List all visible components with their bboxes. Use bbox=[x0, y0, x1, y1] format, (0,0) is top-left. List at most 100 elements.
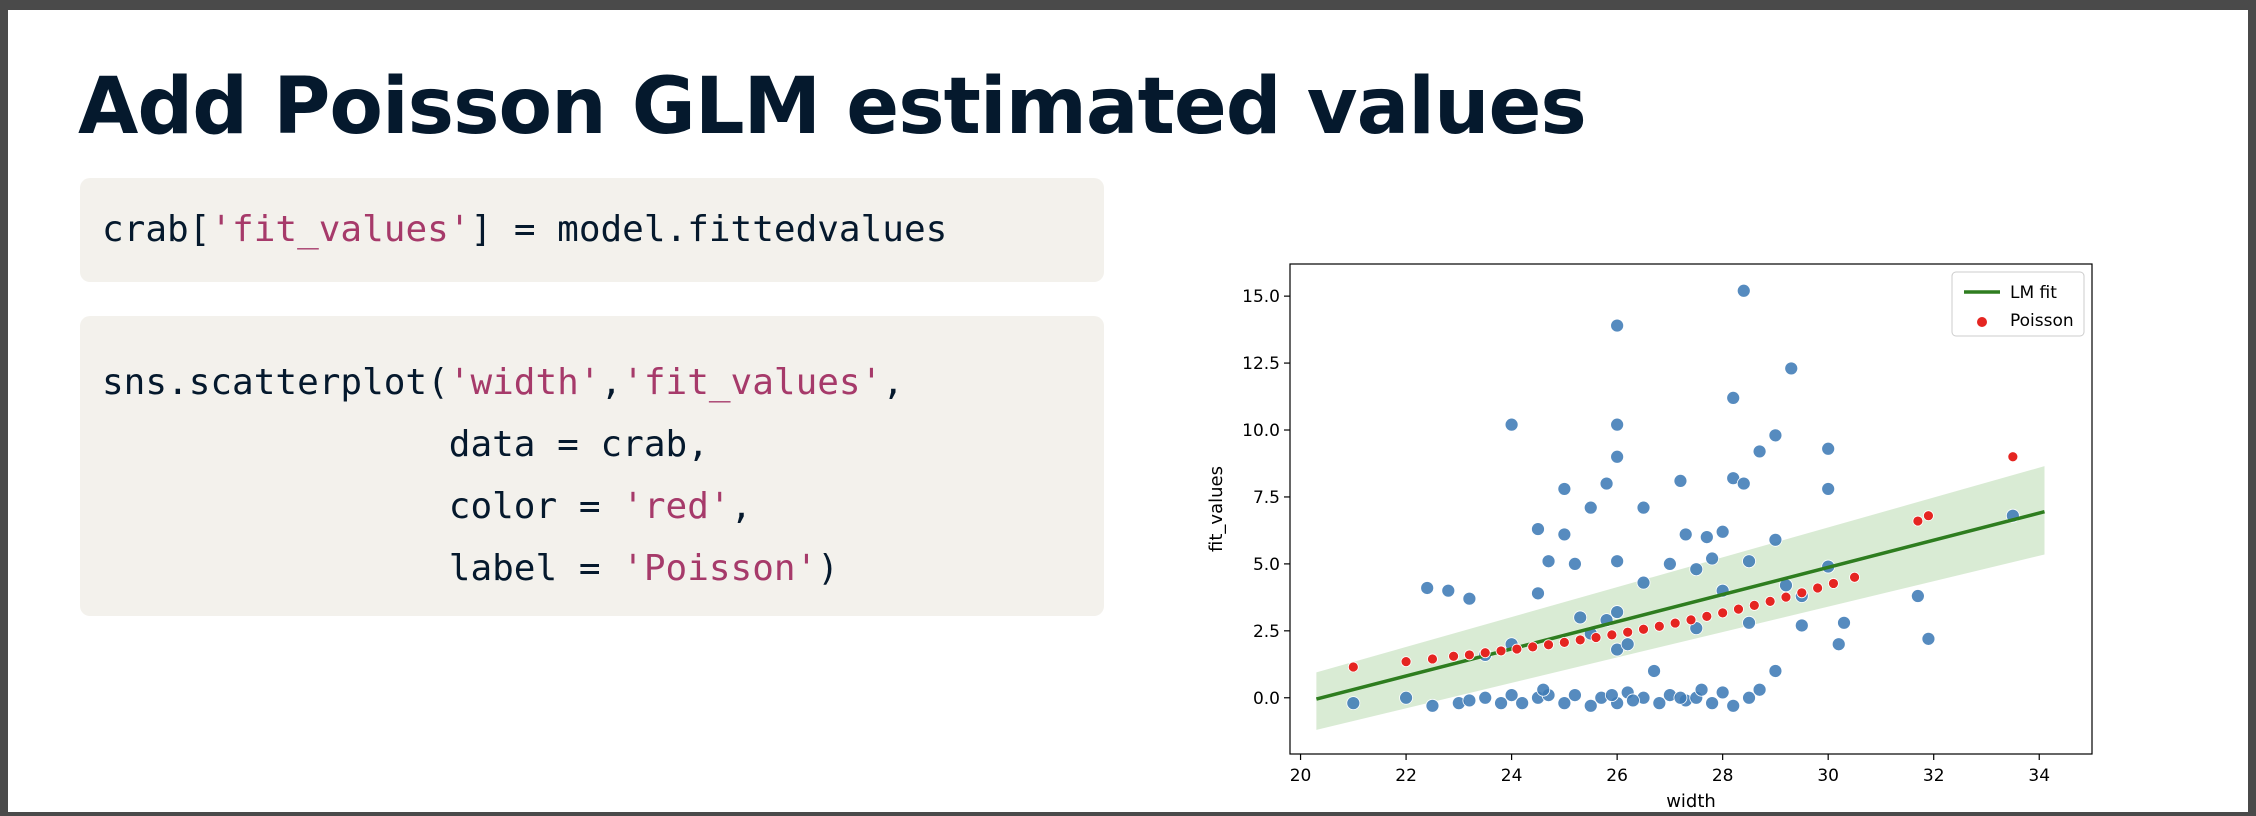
poisson-point bbox=[1511, 643, 1523, 655]
poisson-point bbox=[1653, 620, 1665, 632]
observed-point bbox=[1636, 575, 1651, 590]
y-tick-label: 15.0 bbox=[1242, 287, 1280, 307]
observed-point bbox=[1768, 664, 1783, 678]
poisson-point bbox=[1463, 649, 1475, 661]
observed-point bbox=[1742, 690, 1756, 705]
code-token: ] = model.fittedvalues bbox=[470, 209, 948, 250]
observed-point bbox=[1568, 688, 1582, 702]
y-tick-label: 5.0 bbox=[1253, 555, 1280, 575]
observed-point bbox=[1610, 318, 1625, 333]
observed-point bbox=[1742, 615, 1756, 630]
observed-point bbox=[1557, 696, 1572, 711]
x-axis-ticks: 20 22 24 26 28 30 32 34 bbox=[1290, 754, 2050, 786]
observed-point bbox=[1599, 476, 1614, 491]
chart-legend: LM fit Poisson bbox=[1951, 271, 2085, 337]
observed-point bbox=[1441, 583, 1456, 598]
observed-point bbox=[1420, 581, 1435, 595]
poisson-point bbox=[1543, 639, 1554, 651]
observed-point bbox=[1568, 556, 1582, 571]
legend-label: Poisson bbox=[2010, 311, 2074, 331]
observed-point bbox=[1794, 618, 1809, 633]
observed-point bbox=[1462, 693, 1477, 708]
y-tick-label: 2.5 bbox=[1253, 622, 1280, 642]
x-tick-label: 30 bbox=[1817, 766, 1839, 786]
x-tick-label: 22 bbox=[1395, 766, 1417, 786]
observed-point bbox=[1425, 698, 1440, 713]
observed-point bbox=[1610, 605, 1625, 619]
observed-point bbox=[1821, 482, 1836, 496]
observed-point bbox=[1673, 473, 1688, 488]
poisson-point bbox=[1812, 582, 1824, 594]
chart-container: 20 22 24 26 28 30 32 34 0.0 2.5 5.0 7.5 10.0 12.5 15.… bbox=[1186, 250, 2096, 816]
observed-point bbox=[1610, 417, 1625, 432]
observed-point bbox=[1831, 637, 1846, 652]
observed-point bbox=[1462, 591, 1477, 606]
poisson-point bbox=[1448, 650, 1459, 662]
observed-point bbox=[1673, 690, 1688, 705]
observed-point bbox=[1837, 615, 1851, 630]
code-token: , bbox=[600, 362, 623, 403]
code-line-4: label = 'Poisson') bbox=[102, 538, 1104, 600]
code-string: 'width' bbox=[448, 362, 601, 403]
lm-confidence-band bbox=[1316, 466, 2045, 730]
observed-point bbox=[1768, 428, 1783, 443]
poisson-point bbox=[1558, 636, 1570, 648]
observed-point bbox=[1689, 562, 1704, 577]
y-tick-label: 10.0 bbox=[1242, 421, 1280, 441]
poisson-point bbox=[1427, 653, 1438, 665]
observed-point bbox=[1541, 554, 1556, 569]
scatter-chart: 20 22 24 26 28 30 32 34 0.0 2.5 5.0 7.5 10.0 12.5 15.… bbox=[1206, 263, 2093, 812]
poisson-point bbox=[1701, 610, 1713, 622]
poisson-point bbox=[1574, 634, 1586, 646]
code-string: 'red' bbox=[622, 486, 731, 527]
poisson-point bbox=[1347, 661, 1359, 673]
observed-point bbox=[1742, 554, 1756, 569]
code-token: label = bbox=[102, 548, 623, 589]
poisson-point bbox=[1717, 607, 1729, 619]
x-tick-label: 34 bbox=[2028, 766, 2050, 786]
code-token: , bbox=[882, 362, 904, 403]
x-tick-label: 28 bbox=[1712, 766, 1734, 786]
observed-point bbox=[1784, 361, 1799, 376]
code-block-scatterplot: sns.scatterplot('width','fit_values', da… bbox=[80, 316, 1104, 616]
code-string: 'Poisson' bbox=[622, 548, 818, 589]
observed-point bbox=[1715, 685, 1730, 700]
y-tick-label: 0.0 bbox=[1253, 689, 1280, 709]
observed-point bbox=[1620, 637, 1635, 652]
observed-point bbox=[1715, 524, 1730, 539]
plot-frame bbox=[1289, 263, 2093, 755]
observed-point bbox=[1921, 631, 1936, 646]
poisson-point bbox=[1495, 645, 1507, 657]
poisson-point bbox=[1685, 614, 1697, 626]
poisson-point bbox=[1479, 647, 1491, 659]
ci-band-layer bbox=[1316, 466, 2045, 730]
observed-point bbox=[1689, 621, 1704, 636]
poisson-point bbox=[1828, 578, 1839, 589]
poisson-point bbox=[1733, 603, 1744, 615]
observed-point bbox=[1531, 522, 1545, 536]
code-line-1: sns.scatterplot('width','fit_values', bbox=[102, 352, 1104, 414]
observed-point bbox=[1583, 500, 1598, 515]
lm-fit-line bbox=[1315, 509, 2045, 701]
poisson-points bbox=[1347, 451, 2019, 673]
observed-point bbox=[1494, 696, 1508, 711]
x-axis-label: width bbox=[1666, 791, 1716, 812]
code-line-2: data = crab, bbox=[102, 424, 709, 465]
poisson-point bbox=[1400, 656, 1412, 668]
observed-point bbox=[1768, 532, 1783, 547]
poisson-point bbox=[2007, 451, 2019, 463]
poisson-point bbox=[1780, 591, 1792, 603]
x-tick-label: 26 bbox=[1606, 766, 1628, 786]
code-token: sns.scatterplot( bbox=[102, 362, 449, 403]
code-token: ) bbox=[817, 548, 839, 589]
legend-dot-swatch bbox=[1977, 317, 1987, 327]
observed-point bbox=[1726, 698, 1741, 713]
observed-point bbox=[1647, 664, 1661, 678]
code-block-fit-values: crab['fit_values'] = model.fittedvalues bbox=[80, 178, 1104, 282]
observed-point bbox=[1536, 682, 1551, 697]
y-tick-label: 7.5 bbox=[1253, 488, 1280, 508]
code-string: 'fit_values' bbox=[622, 362, 883, 403]
code-line-1: crab['fit_values'] = model.fittedvalues bbox=[102, 178, 1104, 282]
code-string: 'fit_values' bbox=[210, 209, 471, 250]
observed-point bbox=[1736, 283, 1751, 298]
